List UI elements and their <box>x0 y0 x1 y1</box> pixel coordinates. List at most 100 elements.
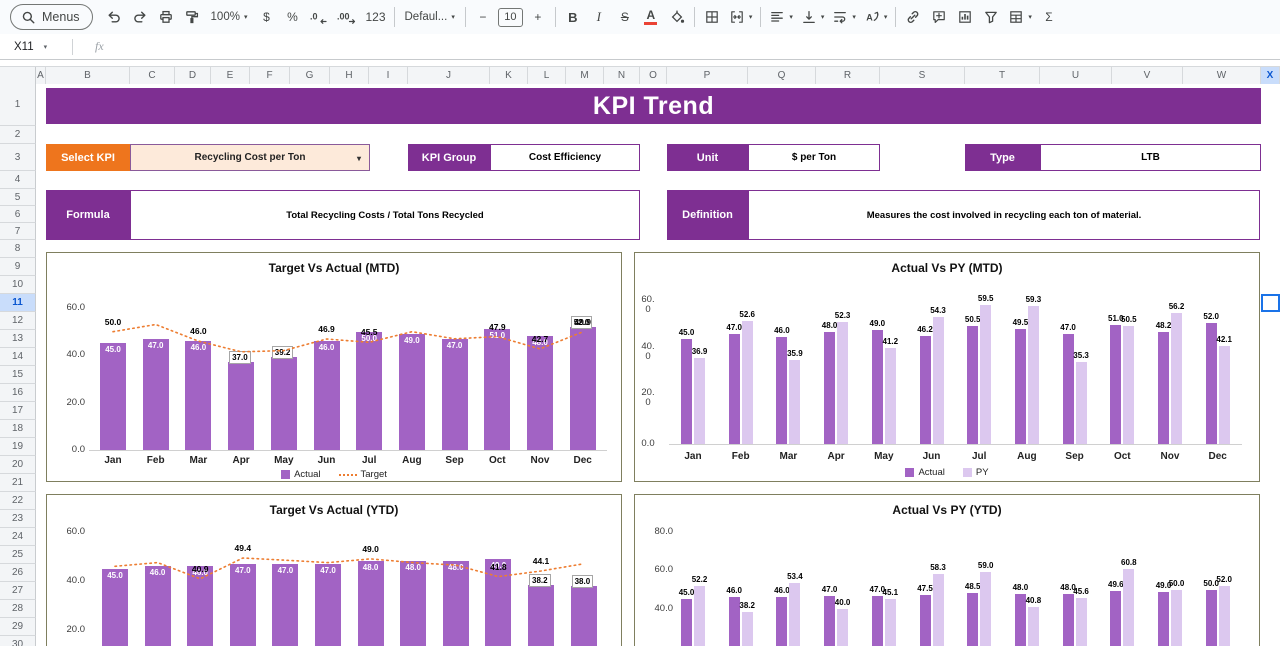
row-header-12[interactable]: 12 <box>0 312 36 330</box>
chart-legend: ActualTarget <box>47 469 621 480</box>
row-header-26[interactable]: 26 <box>0 564 36 582</box>
row-header-6[interactable]: 6 <box>0 206 36 223</box>
font-dropdown[interactable]: Defaul...▾ <box>400 5 460 29</box>
column-header-T[interactable]: T <box>965 67 1040 85</box>
number-format-button[interactable]: 123 <box>362 5 388 29</box>
zoom-dropdown[interactable]: 100%▾ <box>206 5 253 29</box>
row-header-29[interactable]: 29 <box>0 618 36 636</box>
column-header-X[interactable]: X <box>1261 67 1280 85</box>
vertical-align-button[interactable]: ▾ <box>798 5 828 29</box>
column-header-J[interactable]: J <box>408 67 490 85</box>
row-header-8[interactable]: 8 <box>0 240 36 258</box>
chart-target-vs-actual-ytd[interactable]: Target Vs Actual (YTD)60.040.020.045.046… <box>46 494 622 646</box>
select-kpi-button[interactable]: Select KPI <box>46 144 130 171</box>
format-percent-button[interactable]: % <box>280 5 304 29</box>
column-header-I[interactable]: I <box>369 67 408 85</box>
row-header-28[interactable]: 28 <box>0 600 36 618</box>
column-header-K[interactable]: K <box>490 67 528 85</box>
row-header-19[interactable]: 19 <box>0 438 36 456</box>
row-header-5[interactable]: 5 <box>0 189 36 206</box>
column-header-Q[interactable]: Q <box>748 67 816 85</box>
row-header-18[interactable]: 18 <box>0 420 36 438</box>
borders-button[interactable] <box>700 5 724 29</box>
text-rotation-button[interactable]: A▾ <box>861 5 891 29</box>
insert-comment-button[interactable] <box>927 5 951 29</box>
redo-button[interactable] <box>128 5 152 29</box>
row-header-7[interactable]: 7 <box>0 223 36 240</box>
row-header-2[interactable]: 2 <box>0 126 36 144</box>
chart-actual-vs-py-mtd[interactable]: Actual Vs PY (MTD)60.040.020.00.045.047.… <box>634 252 1260 482</box>
column-header-S[interactable]: S <box>880 67 965 85</box>
font-size-input[interactable]: 10 <box>498 8 523 27</box>
row-header-14[interactable]: 14 <box>0 348 36 366</box>
column-header-W[interactable]: W <box>1183 67 1261 85</box>
column-header-M[interactable]: M <box>566 67 604 85</box>
row-header-17[interactable]: 17 <box>0 402 36 420</box>
formula-input[interactable] <box>104 34 1280 59</box>
row-header-13[interactable]: 13 <box>0 330 36 348</box>
table-views-button[interactable]: ▾ <box>1005 5 1035 29</box>
row-header-15[interactable]: 15 <box>0 366 36 384</box>
insert-link-button[interactable] <box>901 5 925 29</box>
bold-button[interactable]: B <box>561 5 585 29</box>
column-header-N[interactable]: N <box>604 67 640 85</box>
strikethrough-button[interactable]: S <box>613 5 637 29</box>
row-header-23[interactable]: 23 <box>0 510 36 528</box>
column-header-D[interactable]: D <box>175 67 211 85</box>
merge-cells-button[interactable]: ▾ <box>726 5 756 29</box>
row-header-20[interactable]: 20 <box>0 456 36 474</box>
column-header-R[interactable]: R <box>816 67 880 85</box>
horizontal-align-button[interactable]: ▾ <box>766 5 796 29</box>
chart-target-vs-actual-mtd[interactable]: Target Vs Actual (MTD)60.040.020.00.045.… <box>46 252 622 482</box>
text-color-button[interactable]: A <box>639 5 663 29</box>
text-wrap-button[interactable]: ▾ <box>829 5 859 29</box>
row-header-22[interactable]: 22 <box>0 492 36 510</box>
column-header-G[interactable]: G <box>290 67 330 85</box>
column-header-C[interactable]: C <box>130 67 175 85</box>
row-header-4[interactable]: 4 <box>0 171 36 189</box>
row-header-1[interactable]: 1 <box>0 84 36 126</box>
row-header-9[interactable]: 9 <box>0 258 36 276</box>
column-header-O[interactable]: O <box>640 67 667 85</box>
menus-button[interactable]: Menus <box>10 4 93 30</box>
column-header-H[interactable]: H <box>330 67 369 85</box>
row-header-30[interactable]: 30 <box>0 636 36 646</box>
column-header-F[interactable]: F <box>250 67 290 85</box>
paint-format-button[interactable] <box>180 5 204 29</box>
column-header-P[interactable]: P <box>667 67 748 85</box>
column-header-B[interactable]: B <box>46 67 130 85</box>
print-button[interactable] <box>154 5 178 29</box>
increase-decimal-button[interactable]: .00 <box>334 5 360 29</box>
row-header-10[interactable]: 10 <box>0 276 36 294</box>
bar-value-label: 50.5 <box>1115 315 1143 324</box>
definition-label: Definition <box>667 190 748 240</box>
increase-font-size-button[interactable]: + <box>526 5 550 29</box>
row-header-21[interactable]: 21 <box>0 474 36 492</box>
y-axis-label: 20.0 <box>47 398 85 408</box>
cell-reference-box[interactable]: X11 ▾ <box>0 41 62 53</box>
selected-cell[interactable] <box>1261 294 1280 312</box>
column-header-E[interactable]: E <box>211 67 250 85</box>
insert-chart-button[interactable] <box>953 5 977 29</box>
row-header-11[interactable]: 11 <box>0 294 36 312</box>
fill-color-button[interactable] <box>665 5 689 29</box>
create-filter-button[interactable] <box>979 5 1003 29</box>
row-header-3[interactable]: 3 <box>0 144 36 171</box>
row-header-16[interactable]: 16 <box>0 384 36 402</box>
kpi-select-dropdown[interactable]: Recycling Cost per Ton ▾ <box>130 144 370 171</box>
column-header-A[interactable]: A <box>36 67 46 85</box>
column-header-V[interactable]: V <box>1112 67 1183 85</box>
decrease-decimal-button[interactable]: .0 <box>306 5 332 29</box>
column-header-L[interactable]: L <box>528 67 566 85</box>
select-all-corner[interactable] <box>0 67 36 85</box>
italic-button[interactable]: I <box>587 5 611 29</box>
column-header-U[interactable]: U <box>1040 67 1112 85</box>
functions-button[interactable]: Σ <box>1037 5 1061 29</box>
chart-actual-vs-py-ytd[interactable]: Actual Vs PY (YTD)80.060.040.045.046.046… <box>634 494 1260 646</box>
undo-button[interactable] <box>102 5 126 29</box>
row-header-25[interactable]: 25 <box>0 546 36 564</box>
format-currency-button[interactable]: $ <box>254 5 278 29</box>
decrease-font-size-button[interactable]: − <box>471 5 495 29</box>
row-header-24[interactable]: 24 <box>0 528 36 546</box>
row-header-27[interactable]: 27 <box>0 582 36 600</box>
